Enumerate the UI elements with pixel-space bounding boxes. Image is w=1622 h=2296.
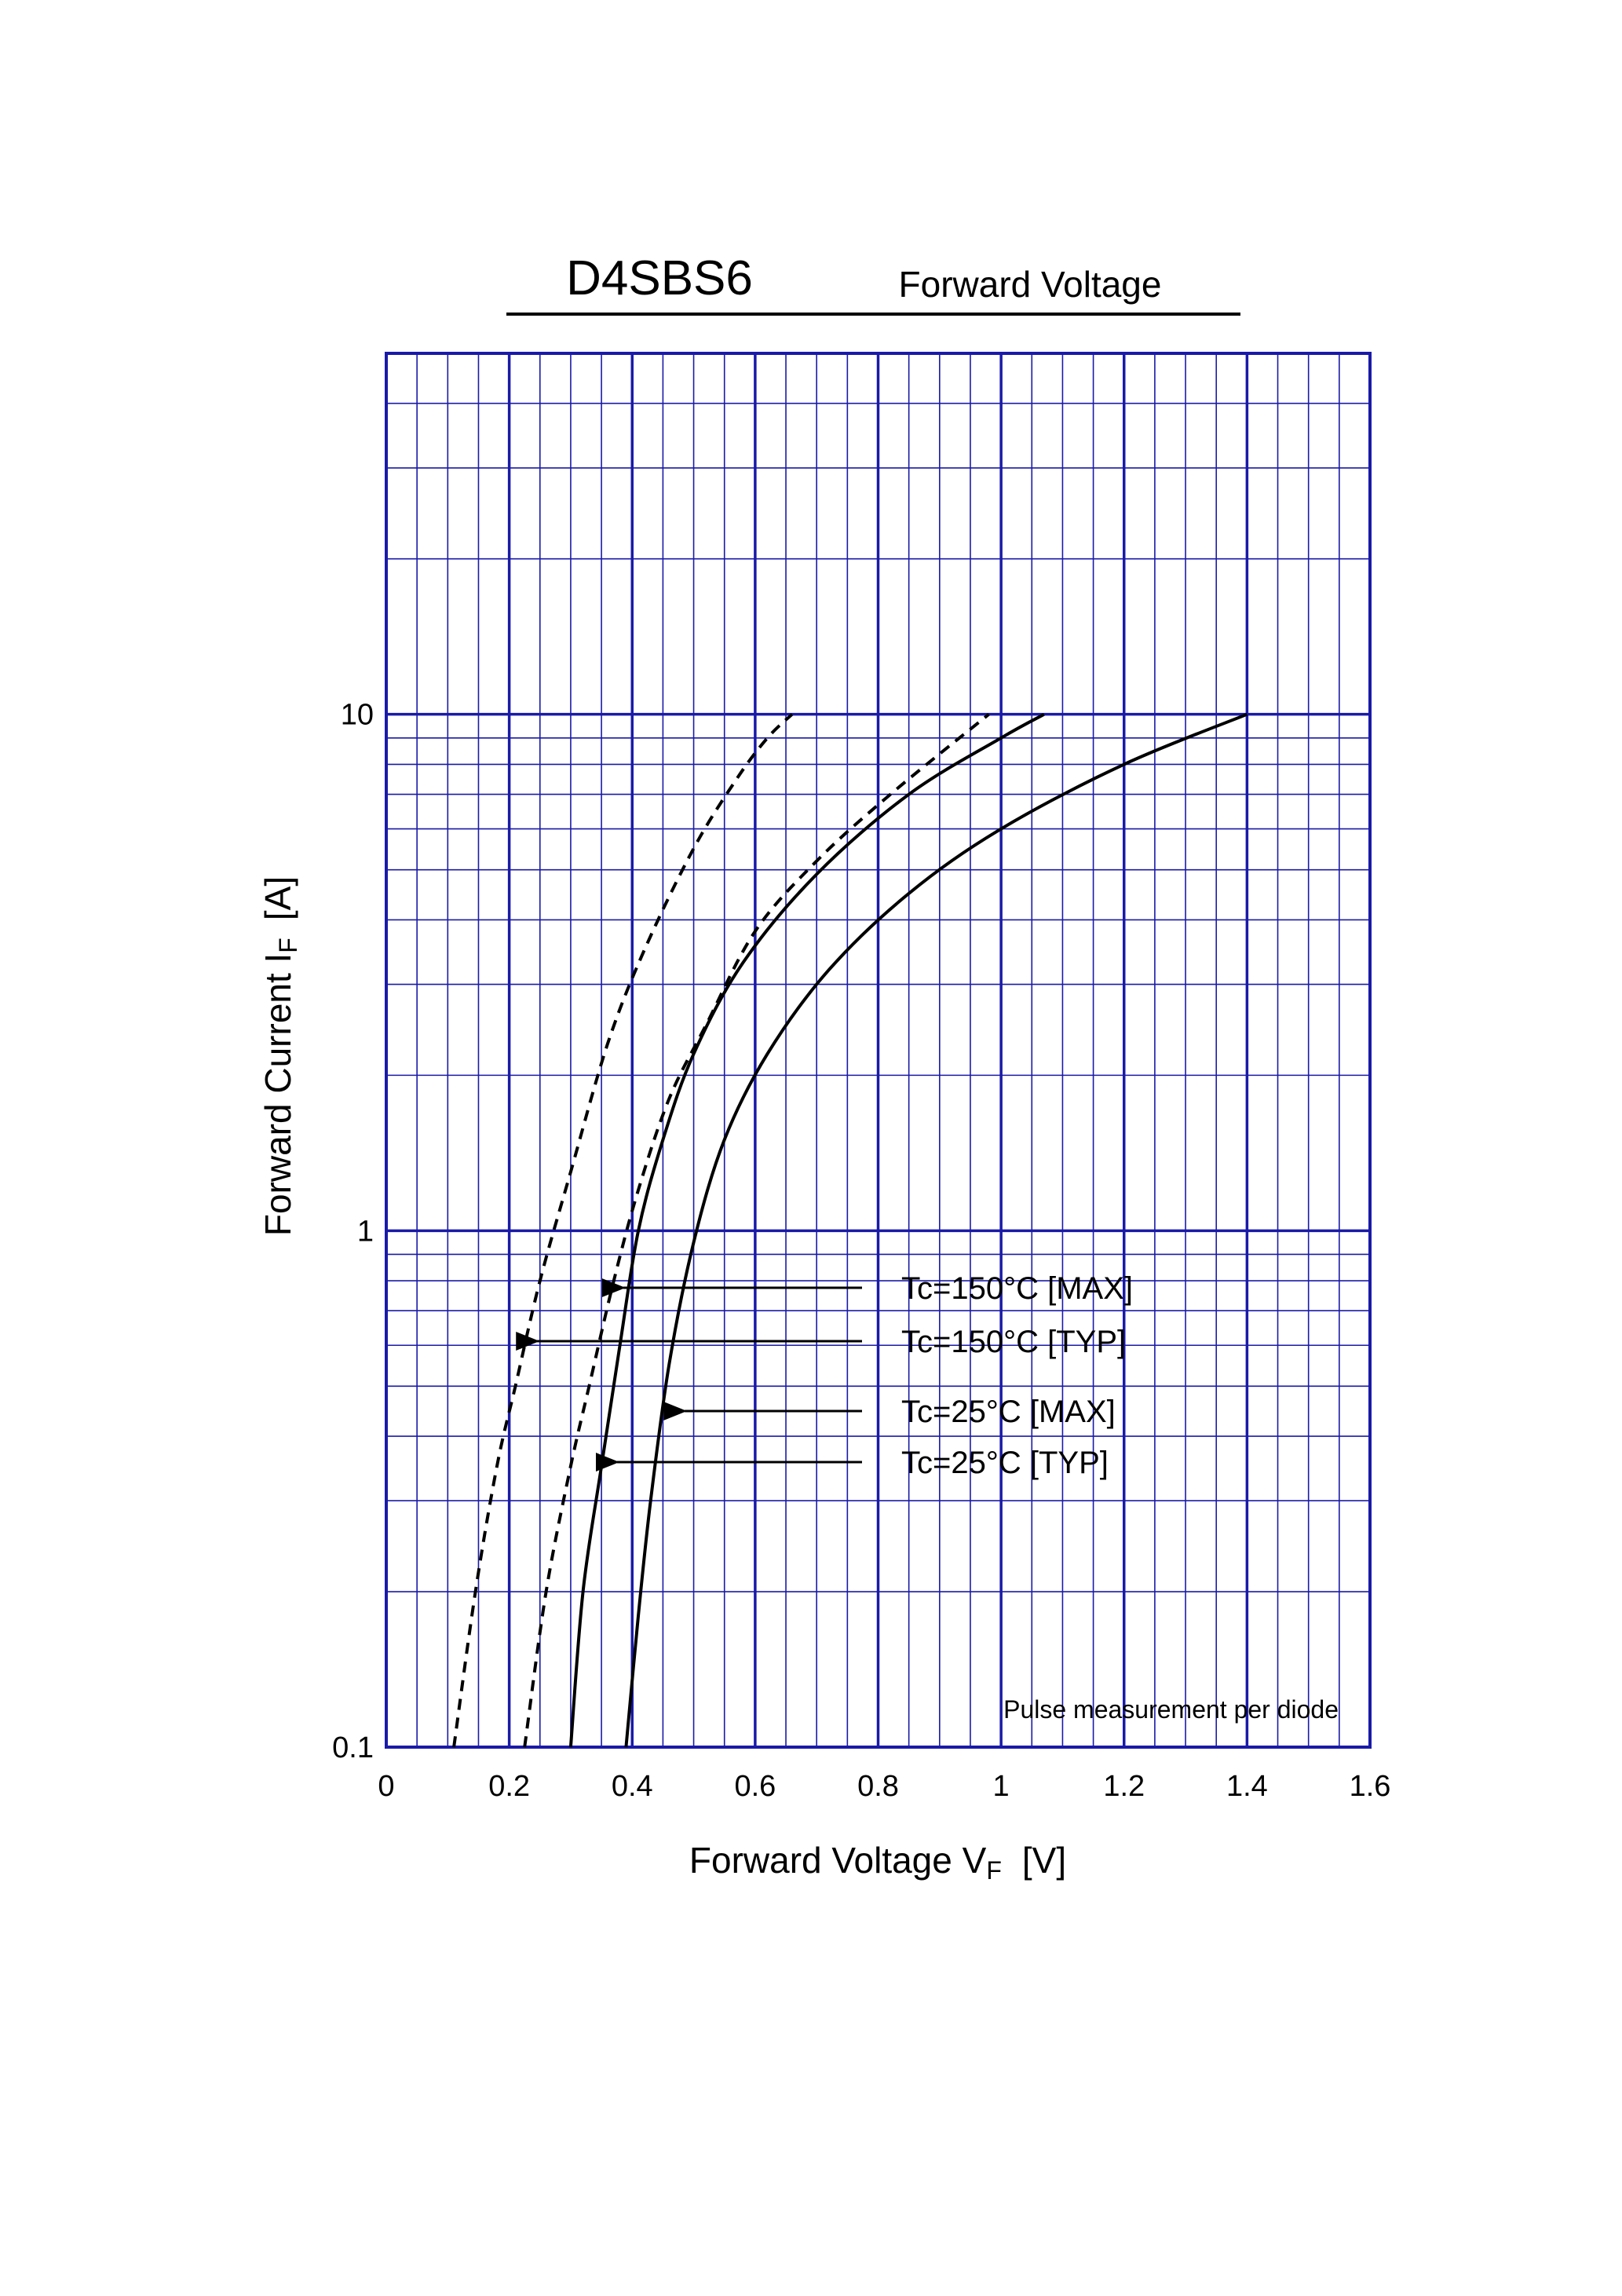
legend-label: Tc=150°C [MAX] <box>901 1271 1133 1306</box>
legend-label: Tc=25°C [TYP] <box>901 1446 1109 1480</box>
grid <box>385 352 1372 1749</box>
series-line-1 <box>452 713 794 1748</box>
y-tick-label: 10 <box>341 699 374 732</box>
x-tick-label: 0.2 <box>488 1770 530 1803</box>
chart-subtitle: Forward Voltage <box>899 264 1162 305</box>
x-tick-label: 1.2 <box>1103 1770 1145 1803</box>
pulse-note: Pulse measurement per diode <box>1003 1695 1339 1724</box>
curves <box>452 712 1248 1748</box>
series-line-3 <box>568 712 1045 1748</box>
y-tick-label: 0.1 <box>332 1731 374 1764</box>
chart-text: 0 0.2 0.4 0.6 0.8 1 1.2 1.4 1.6 0.1 1 10 D4SBS6 Forwa… <box>258 251 1390 1885</box>
legend-label: Tc=25°C [MAX] <box>901 1395 1116 1429</box>
x-tick-label: 0.8 <box>857 1770 899 1803</box>
y-axis-label: Forward Current IF[A] <box>258 876 302 1236</box>
chart-title: D4SBS6 <box>566 251 753 305</box>
y-tick-label: 1 <box>357 1215 374 1248</box>
x-tick-label: 1.6 <box>1350 1770 1391 1803</box>
x-axis-label: Forward Voltage VF [V] <box>689 1840 1066 1885</box>
series-line-4 <box>624 712 1248 1748</box>
legend: Tc=150°C [MAX] Tc=150°C [TYP] Tc=25°C [MAX… <box>516 1271 1133 1480</box>
x-tick-label: 0 <box>378 1770 394 1803</box>
x-tick-label: 0.4 <box>612 1770 653 1803</box>
series-line-2 <box>523 713 990 1748</box>
plot-frame <box>385 352 1372 1749</box>
x-tick-label: 1.4 <box>1226 1770 1268 1803</box>
legend-label: Tc=150°C [TYP] <box>901 1325 1126 1359</box>
x-tick-label: 0.6 <box>734 1770 776 1803</box>
x-tick-label: 1 <box>993 1770 1010 1803</box>
